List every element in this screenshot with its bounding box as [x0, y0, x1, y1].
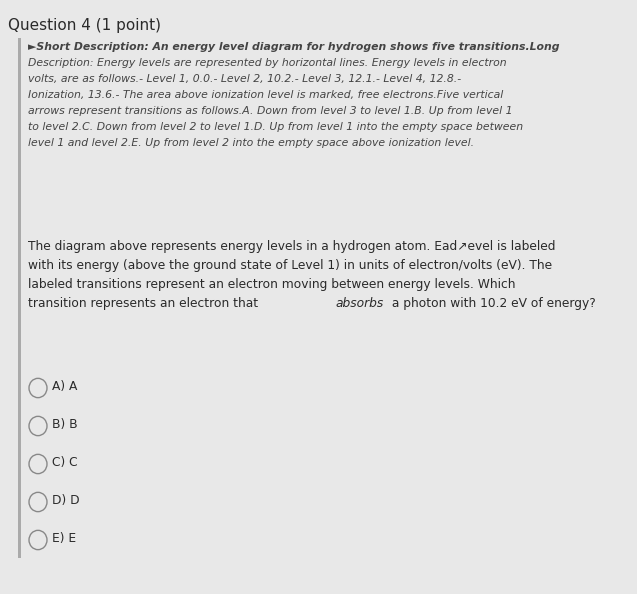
Text: Ionization, 13.6.- The area above ionization level is marked, free electrons.Fiv: Ionization, 13.6.- The area above ioniza…	[28, 90, 503, 100]
Text: absorbs: absorbs	[335, 297, 383, 310]
Text: B) B: B) B	[52, 418, 78, 431]
Text: Description: Energy levels are represented by horizontal lines. Energy levels in: Description: Energy levels are represent…	[28, 58, 506, 68]
Text: volts, are as follows.- Level 1, 0.0.- Level 2, 10.2.- Level 3, 12.1.- Level 4, : volts, are as follows.- Level 1, 0.0.- L…	[28, 74, 461, 84]
Text: with its energy (above the ground state of Level 1) in units of electron/volts (: with its energy (above the ground state …	[28, 259, 552, 272]
Text: The diagram above represents energy levels in a hydrogen atom. Ead↗evel is label: The diagram above represents energy leve…	[28, 240, 555, 253]
Text: E) E: E) E	[52, 532, 76, 545]
Text: D) D: D) D	[52, 494, 80, 507]
Text: transition represents an electron that: transition represents an electron that	[28, 297, 262, 310]
Text: ►Short Description: An energy level diagram for hydrogen shows five transitions.: ►Short Description: An energy level diag…	[28, 42, 559, 52]
Text: level 1 and level 2.E. Up from level 2 into the empty space above ionization lev: level 1 and level 2.E. Up from level 2 i…	[28, 138, 474, 148]
Text: to level 2.C. Down from level 2 to level 1.D. Up from level 1 into the empty spa: to level 2.C. Down from level 2 to level…	[28, 122, 523, 132]
Text: a photon with 10.2 eV of energy?: a photon with 10.2 eV of energy?	[388, 297, 596, 310]
Text: arrows represent transitions as follows.A. Down from level 3 to level 1.B. Up fr: arrows represent transitions as follows.…	[28, 106, 513, 116]
FancyBboxPatch shape	[18, 38, 21, 558]
Text: Question 4 (1 point): Question 4 (1 point)	[8, 18, 161, 33]
Text: labeled transitions represent an electron moving between energy levels. Which: labeled transitions represent an electro…	[28, 278, 515, 291]
Text: A) A: A) A	[52, 380, 77, 393]
Text: C) C: C) C	[52, 456, 78, 469]
